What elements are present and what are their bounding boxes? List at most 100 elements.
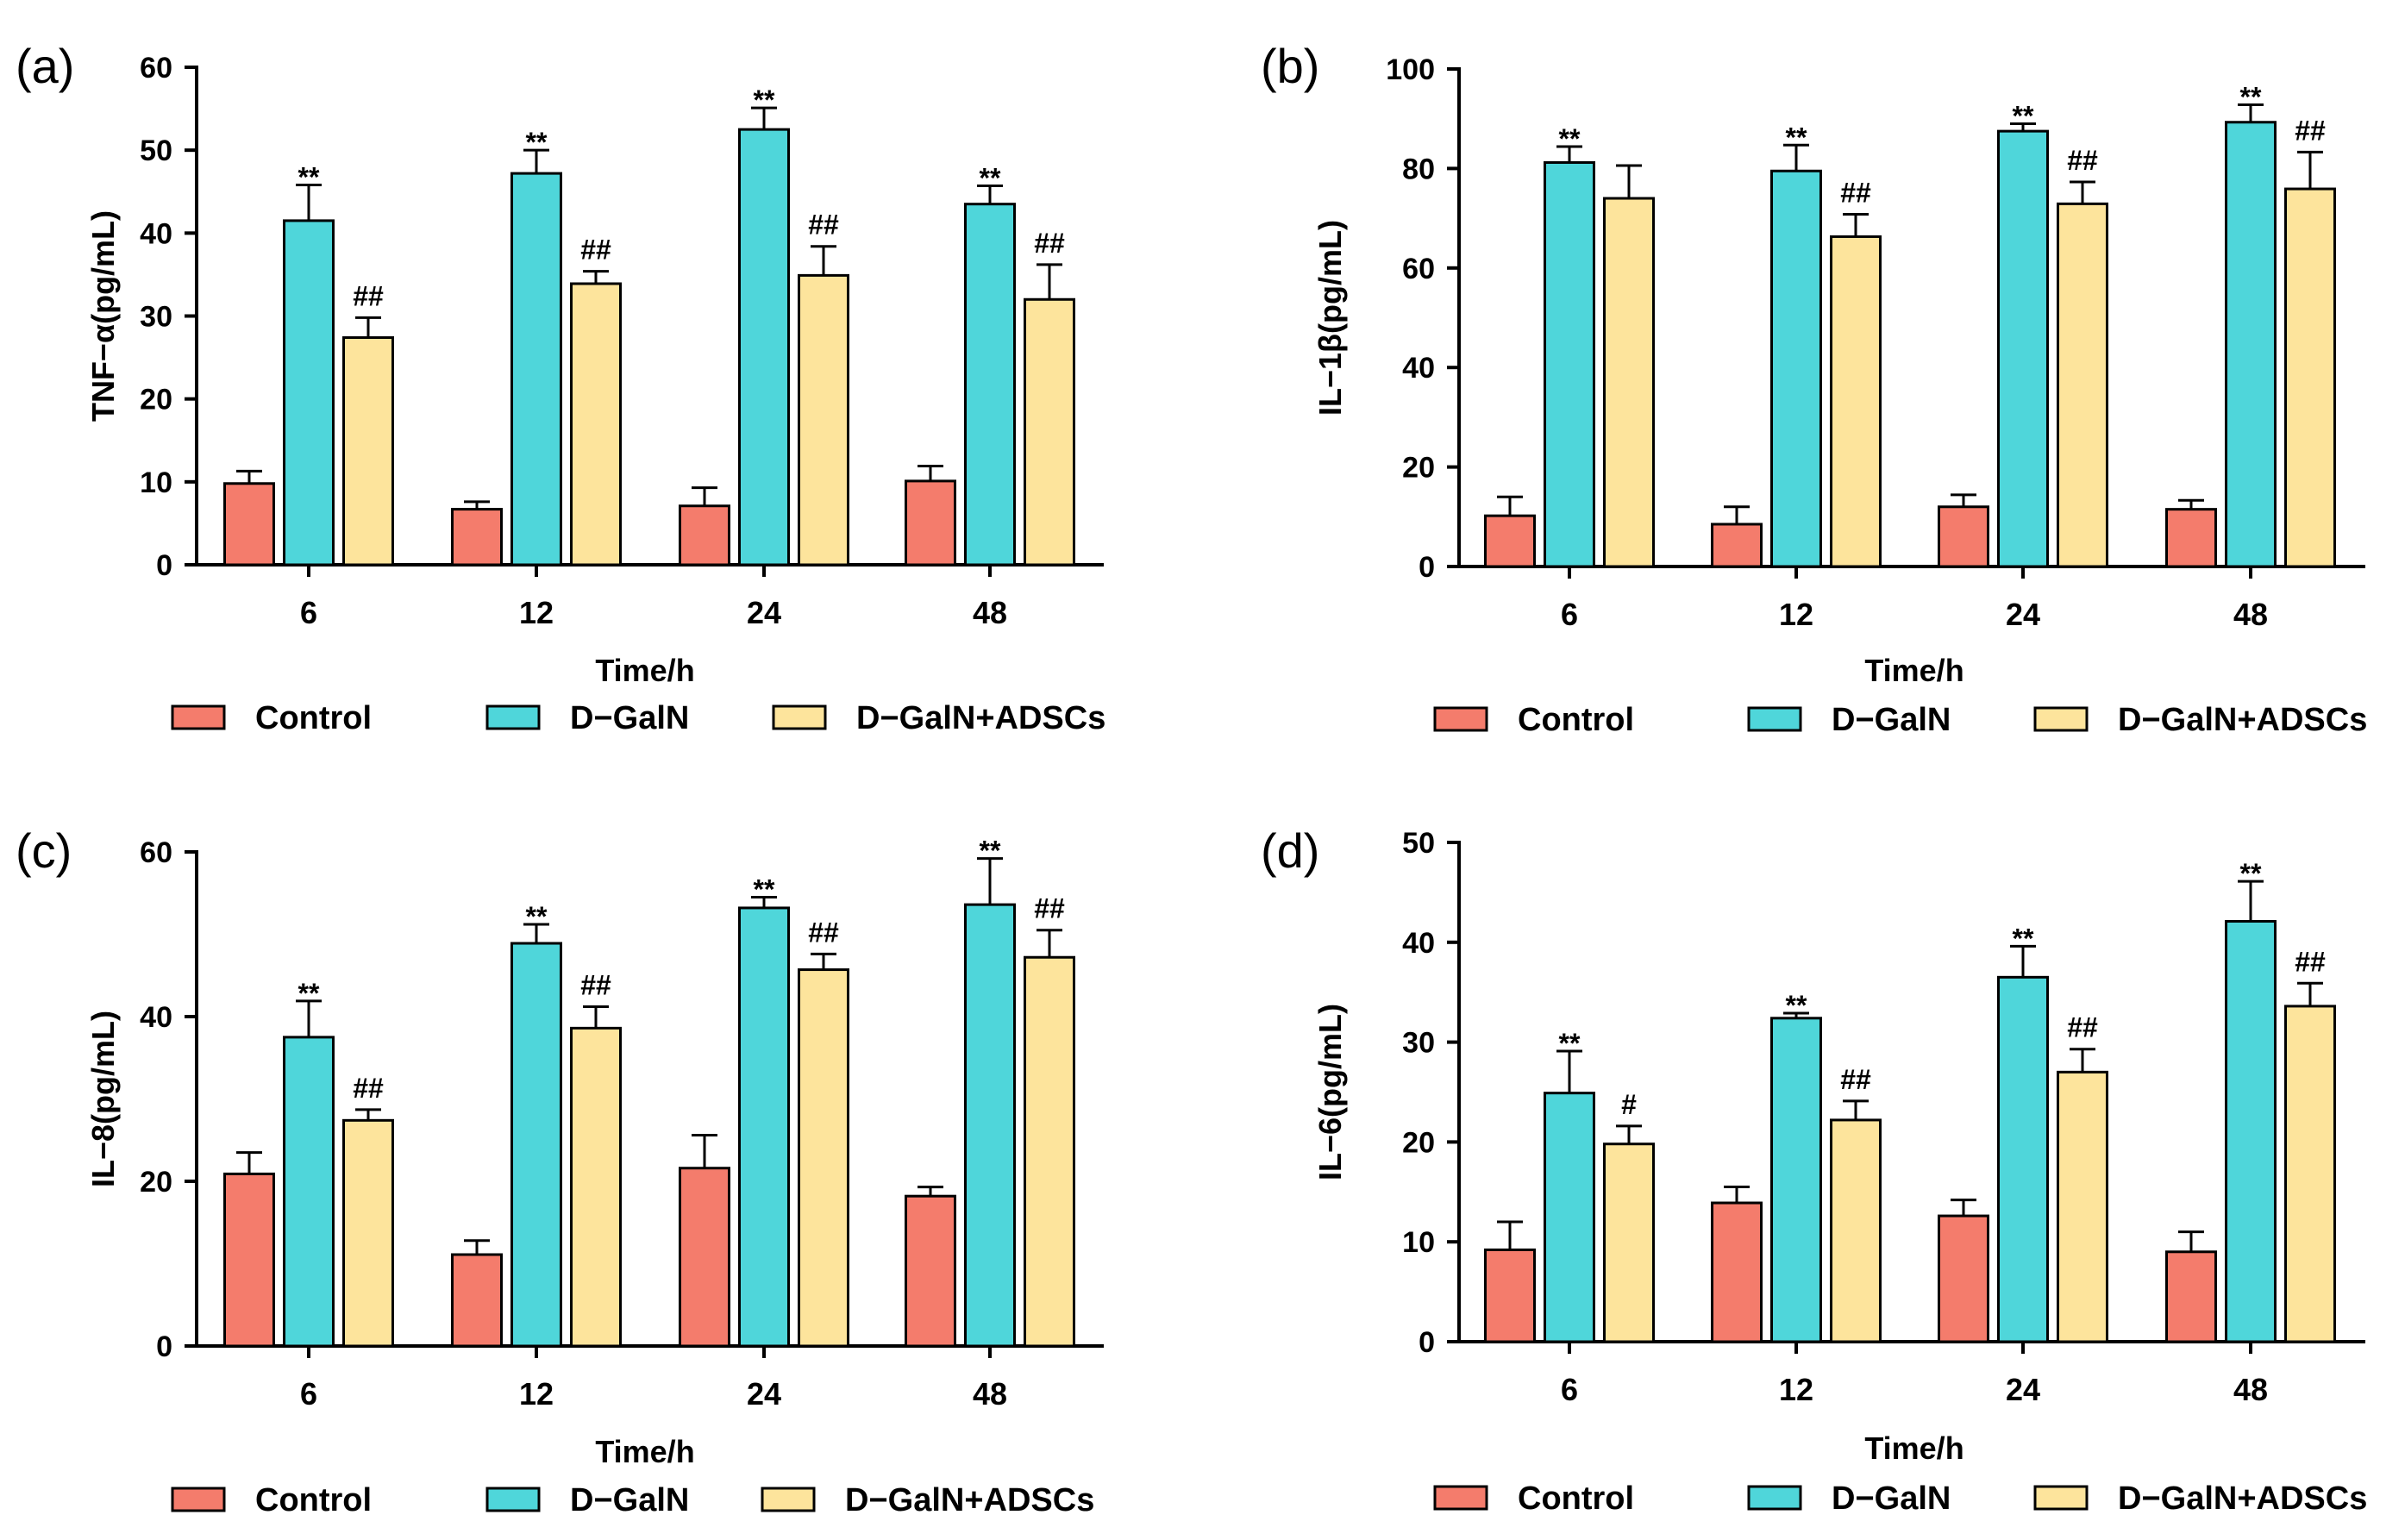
y-tick-label: 10 bbox=[1402, 1226, 1435, 1259]
x-tick-label: 6 bbox=[1561, 597, 1578, 632]
bar-d-galn bbox=[510, 942, 562, 1348]
chart-panel-4: (d) 0 10 20 30 40 50 IL−6(pg/mL) 6 12 24 48 Time/h **… bbox=[1261, 823, 2367, 1517]
significance-label: # bbox=[1621, 1089, 1637, 1120]
legend-label: Control bbox=[255, 1482, 372, 1518]
x-tick-label: 12 bbox=[1779, 597, 1813, 632]
bar-control bbox=[2165, 508, 2217, 568]
bar-control bbox=[2165, 1250, 2217, 1343]
x-axis-title: Time/h bbox=[595, 1434, 694, 1469]
chart-panel-3: (c) 0 20 40 60 IL−8(pg/mL) 6 12 24 48 Time/h ** ** **… bbox=[16, 823, 1104, 1518]
significance-label: ## bbox=[2067, 145, 2098, 176]
legend-swatch bbox=[1747, 706, 1802, 732]
legend-swatch bbox=[761, 1487, 816, 1512]
bar-d-galn bbox=[1770, 169, 1822, 568]
bar-control bbox=[451, 508, 503, 567]
legend-label: D−GalN+ADSCs bbox=[845, 1482, 1094, 1518]
bar-control bbox=[1484, 1248, 1536, 1343]
legend-swatch bbox=[171, 1487, 226, 1512]
chart-panel-2: (b) 0 20 40 60 80 100 IL−1β(pg/mL) 6 12 24 48 Time/h… bbox=[1261, 39, 2367, 738]
bar-d-galn bbox=[283, 1036, 335, 1348]
y-tick-label: 30 bbox=[1402, 1027, 1435, 1060]
chart-panel-1: (a) 0 10 20 30 40 50 60 TNF−α(pg/mL) 6 12 24 48 Time/… bbox=[16, 39, 1105, 736]
x-tick-label: 24 bbox=[747, 595, 781, 630]
x-tick-label: 12 bbox=[1779, 1372, 1813, 1407]
bar-d-galn-adscs bbox=[570, 282, 622, 567]
legend-swatch bbox=[1747, 1485, 1802, 1511]
y-tick-label: 50 bbox=[140, 135, 172, 167]
significance-label: ## bbox=[1840, 177, 1871, 208]
significance-label: ** bbox=[2013, 923, 2034, 954]
y-tick-label: 0 bbox=[1419, 551, 1435, 584]
significance-label: ## bbox=[2295, 946, 2326, 977]
significance-label: ## bbox=[2067, 1012, 2098, 1043]
legend-swatch bbox=[2033, 1485, 2089, 1511]
significance-label: ** bbox=[980, 836, 1001, 867]
bar-d-galn-adscs bbox=[1024, 297, 1075, 567]
x-axis-title: Time/h bbox=[1864, 653, 1963, 688]
significance-label: ** bbox=[1786, 122, 1807, 153]
legend-swatch bbox=[485, 704, 541, 730]
significance-label: ** bbox=[1559, 1028, 1581, 1059]
y-tick-label: 40 bbox=[140, 217, 172, 250]
bar-d-galn-adscs bbox=[2057, 202, 2108, 568]
bar-d-galn-adscs bbox=[1603, 197, 1655, 568]
significance-label: ## bbox=[808, 917, 839, 948]
bar-d-galn bbox=[283, 219, 335, 567]
y-tick-label: 0 bbox=[1419, 1326, 1435, 1359]
bar-d-galn-adscs bbox=[342, 336, 394, 567]
bar-control bbox=[1938, 1214, 1989, 1343]
y-tick-label: 60 bbox=[140, 836, 172, 869]
panel-letter: (c) bbox=[16, 823, 72, 878]
y-tick-label: 80 bbox=[1402, 153, 1435, 185]
x-tick-label: 48 bbox=[2233, 597, 2268, 632]
bar-d-galn bbox=[1997, 129, 2049, 568]
y-axis-title: IL−6(pg/mL) bbox=[1312, 1004, 1348, 1180]
bar-d-galn-adscs bbox=[1603, 1142, 1655, 1343]
y-tick-label: 20 bbox=[140, 1166, 172, 1199]
significance-label: ** bbox=[526, 127, 548, 158]
bar-d-galn-adscs bbox=[798, 968, 849, 1348]
significance-label: ** bbox=[1559, 123, 1581, 154]
y-axis-title: IL−8(pg/mL) bbox=[85, 1011, 121, 1187]
significance-label: ** bbox=[2240, 82, 2262, 113]
legend-label: Control bbox=[1518, 702, 1634, 738]
legend-label: Control bbox=[1518, 1481, 1634, 1517]
x-tick-label: 6 bbox=[300, 595, 317, 630]
legend-swatch bbox=[1433, 706, 1488, 732]
significance-label: ** bbox=[980, 163, 1001, 194]
y-tick-label: 40 bbox=[140, 1001, 172, 1034]
y-tick-label: 100 bbox=[1386, 53, 1435, 86]
legend-swatch bbox=[1433, 1485, 1488, 1511]
legend-label: D−GalN bbox=[570, 1482, 689, 1518]
legend-label: D−GalN+ADSCs bbox=[856, 700, 1105, 736]
legend-label: D−GalN+ADSCs bbox=[2118, 702, 2367, 738]
legend-swatch bbox=[2033, 706, 2089, 732]
bar-control bbox=[223, 1172, 275, 1348]
significance-label: ## bbox=[2295, 115, 2326, 146]
bar-d-galn bbox=[964, 903, 1016, 1348]
bar-control bbox=[905, 1194, 956, 1348]
bar-control bbox=[1711, 1201, 1763, 1343]
y-tick-label: 50 bbox=[1402, 827, 1435, 860]
bar-d-galn bbox=[1770, 1017, 1822, 1343]
y-axis-title: TNF−α(pg/mL) bbox=[85, 210, 121, 422]
bar-d-galn bbox=[964, 203, 1016, 567]
significance-label: ** bbox=[2240, 858, 2262, 889]
significance-label: ** bbox=[754, 85, 775, 116]
bar-control bbox=[1938, 505, 1989, 568]
bar-d-galn bbox=[1544, 1092, 1595, 1343]
legend-label: D−GalN bbox=[1832, 702, 1951, 738]
x-axis-title: Time/h bbox=[1864, 1430, 1963, 1466]
bar-d-galn bbox=[2225, 121, 2277, 568]
bar-d-galn-adscs bbox=[1024, 955, 1075, 1348]
x-tick-label: 24 bbox=[2006, 597, 2040, 632]
bar-d-galn bbox=[738, 906, 790, 1348]
legend-label: D−GalN bbox=[570, 700, 689, 736]
x-tick-label: 48 bbox=[2233, 1372, 2268, 1407]
bar-d-galn-adscs bbox=[342, 1118, 394, 1348]
significance-label: ** bbox=[298, 162, 320, 193]
x-tick-label: 24 bbox=[2006, 1372, 2040, 1407]
significance-label: ## bbox=[580, 970, 611, 1001]
bar-d-galn bbox=[510, 172, 562, 567]
